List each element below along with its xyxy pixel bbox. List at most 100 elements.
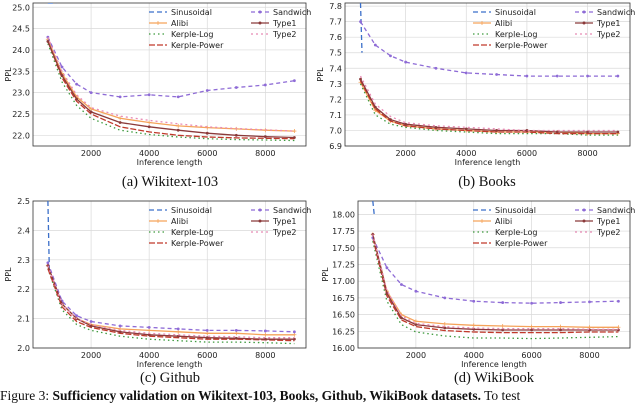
data-point <box>359 77 362 81</box>
y-tick-label: 7.8 <box>329 2 342 11</box>
data-point <box>234 133 238 137</box>
legend-label: Kerple-Log <box>495 228 537 237</box>
y-tick-label: 24.5 <box>12 25 30 34</box>
data-point <box>176 95 180 99</box>
legend-label: Kerple-Log <box>171 228 213 237</box>
series-line-kerple-power <box>372 237 619 334</box>
legend-label: Sandwich <box>273 8 311 17</box>
y-tick-label: 25.0 <box>12 3 30 12</box>
y-tick-label: 18.00 <box>332 210 355 219</box>
data-point <box>176 327 180 331</box>
legend-label: Sinusoidal <box>495 8 536 17</box>
data-point <box>414 289 418 293</box>
y-tick-label: 16.75 <box>332 294 355 303</box>
legend-label: Sinusoidal <box>171 206 212 215</box>
data-point <box>205 131 209 135</box>
y-tick-label: 23.0 <box>12 89 30 98</box>
data-point <box>176 123 181 128</box>
data-point <box>443 326 447 330</box>
data-point <box>501 328 505 332</box>
legend-label: Type2 <box>596 228 620 237</box>
y-tick-label: 2.3 <box>17 256 30 265</box>
y-tick-label: 7.2 <box>329 95 342 104</box>
legend-label: Sandwich <box>597 8 635 17</box>
data-point <box>464 71 468 75</box>
data-point <box>616 74 620 78</box>
x-tick-label: 2000 <box>81 351 101 360</box>
x-axis-label: Inference length <box>461 360 527 369</box>
legend-label: Kerple-Power <box>495 239 548 248</box>
legend-label: Type2 <box>596 30 620 39</box>
data-point <box>176 128 180 132</box>
data-point <box>75 82 78 86</box>
series-line-kerple-log <box>47 43 295 142</box>
series-line-kerple-power <box>359 80 618 135</box>
x-tick-label: 8000 <box>255 149 275 158</box>
y-axis-label: PPL <box>316 67 325 82</box>
data-point <box>559 301 562 304</box>
series-line-type1 <box>372 234 619 331</box>
y-tick-label: 7.5 <box>329 49 342 58</box>
legend-marker <box>480 21 484 25</box>
data-point <box>118 330 122 334</box>
legend-marker <box>582 10 586 14</box>
data-point <box>413 319 418 324</box>
data-point <box>89 110 93 114</box>
y-tick-label: 22.5 <box>12 110 30 119</box>
series-group <box>370 201 621 340</box>
legend-label: Kerple-Power <box>495 41 548 50</box>
x-tick-label: 6000 <box>197 149 217 158</box>
x-tick-label: 4000 <box>139 149 159 158</box>
y-tick-label: 7.1 <box>329 111 342 120</box>
series-line-kerple-log <box>47 268 295 345</box>
data-point <box>147 328 152 333</box>
data-point <box>75 97 78 101</box>
y-axis-label: PPL <box>4 267 13 282</box>
data-point <box>530 328 534 332</box>
y-axis-label: PPL <box>321 267 330 282</box>
y-tick-label: 17.00 <box>332 277 355 286</box>
data-point <box>89 324 93 328</box>
legend-label: Alibi <box>171 19 188 28</box>
caption-prefix: Figure 3: <box>0 388 53 403</box>
y-tick-label: 2.2 <box>17 285 30 294</box>
legend-label: Kerple-Log <box>495 30 537 39</box>
data-point <box>588 300 591 304</box>
x-tick-label: 2000 <box>395 149 415 158</box>
series-line-sandwich <box>359 21 618 77</box>
data-point <box>373 43 377 47</box>
x-tick-label: 6000 <box>517 149 537 158</box>
data-point <box>205 89 209 92</box>
y-tick-label: 2.5 <box>17 197 30 206</box>
series-line-type2 <box>372 234 619 330</box>
data-point <box>60 74 64 77</box>
legend-label: Alibi <box>495 217 512 226</box>
legend-label: Alibi <box>171 217 188 226</box>
data-point <box>205 331 210 336</box>
data-point <box>414 323 418 327</box>
data-point <box>434 66 438 70</box>
data-point <box>118 95 122 99</box>
data-point <box>292 136 296 139</box>
y-tick-label: 7.3 <box>329 80 342 89</box>
data-point <box>389 118 392 121</box>
data-point <box>263 83 267 87</box>
data-point <box>118 121 122 124</box>
data-point <box>400 283 403 286</box>
y-tick-label: 23.5 <box>12 67 30 76</box>
data-point <box>147 93 151 97</box>
x-tick-label: 6000 <box>521 351 541 360</box>
legend-label: Kerple-Log <box>171 30 213 39</box>
data-point <box>263 332 268 337</box>
data-point <box>176 329 181 334</box>
x-tick-label: 6000 <box>197 351 217 360</box>
data-point <box>292 330 296 334</box>
figure-caption: Figure 3: Sufficiency validation on Wiki… <box>0 388 640 404</box>
y-tick-label: 16.25 <box>332 327 355 336</box>
subfigure-caption: (c) Github <box>140 370 200 386</box>
x-axis-label: Inference length <box>455 158 521 167</box>
subfigure-caption: (d) WikiBook <box>454 370 535 386</box>
legend: Sinusoidal Alibi Kerple-Log Kerple-Power San… <box>473 8 635 50</box>
x-axis-label: Inference length <box>137 158 203 167</box>
data-point <box>263 337 267 341</box>
